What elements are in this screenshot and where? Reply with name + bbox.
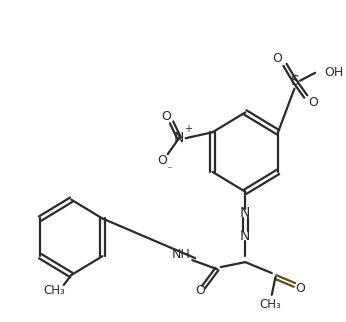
Text: O: O	[295, 282, 305, 295]
Text: O: O	[273, 52, 282, 65]
Text: N: N	[174, 131, 184, 145]
Text: O: O	[161, 110, 171, 123]
Text: O: O	[157, 154, 167, 166]
Text: NH: NH	[172, 248, 190, 261]
Text: CH₃: CH₃	[44, 284, 65, 298]
Text: O: O	[308, 96, 318, 109]
Text: +: +	[184, 124, 192, 134]
Text: N: N	[240, 229, 251, 243]
Text: ⁻: ⁻	[167, 165, 173, 175]
Text: S: S	[290, 74, 299, 88]
Text: OH: OH	[325, 66, 344, 79]
Text: CH₃: CH₃	[259, 298, 281, 311]
Text: N: N	[240, 205, 251, 220]
Text: O: O	[195, 284, 205, 298]
